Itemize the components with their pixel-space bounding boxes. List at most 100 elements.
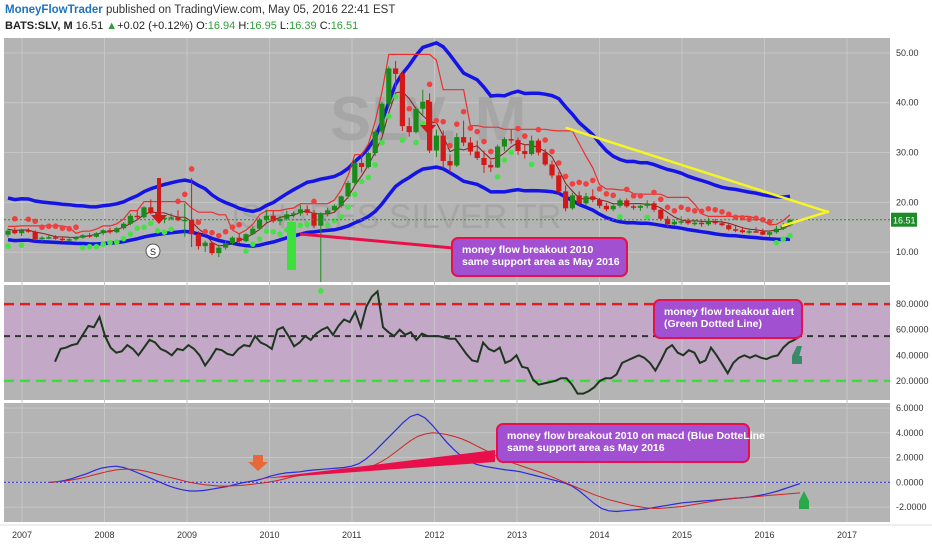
candle-body	[488, 164, 494, 168]
x-tick-label: 2015	[672, 530, 692, 540]
candle-body	[365, 153, 371, 167]
candle-body	[549, 164, 555, 176]
sar-dot	[365, 174, 372, 181]
candle-body	[223, 243, 229, 248]
sar-dot	[120, 235, 127, 242]
author-link[interactable]: MoneyFlowTrader	[5, 4, 103, 16]
candle-body	[733, 229, 739, 231]
candle-body	[631, 206, 637, 208]
sar-dot	[311, 198, 317, 205]
candle-body	[59, 238, 65, 241]
sar-dot	[603, 191, 610, 197]
candle-body	[705, 221, 711, 225]
sar-dot	[161, 229, 168, 236]
sar-dot	[270, 228, 277, 235]
candle-body	[209, 242, 215, 254]
candle-body	[121, 223, 127, 229]
sar-dot	[494, 174, 501, 180]
candle-body	[712, 221, 718, 224]
sar-dot	[324, 222, 331, 229]
sar-dot	[651, 189, 657, 196]
sar-dot	[352, 191, 358, 198]
sar-dot	[331, 217, 338, 224]
candle-body	[331, 205, 337, 211]
candle-body	[257, 219, 263, 229]
sar-dot	[222, 228, 229, 235]
macd-note-pointer	[258, 450, 495, 479]
chart-header: MoneyFlowTrader published on TradingView…	[0, 0, 932, 36]
candle-body	[12, 230, 18, 234]
x-tick-label: 2008	[95, 530, 115, 540]
sar-dot	[569, 181, 576, 187]
candle-body	[719, 223, 725, 226]
sar-dot	[488, 148, 494, 155]
candle-body	[66, 239, 72, 241]
candle-body	[420, 101, 426, 109]
sar-dot	[154, 227, 161, 234]
candle-body	[535, 140, 541, 153]
macd-note-text: money flow breakout 2010 on macd (Blue D…	[507, 430, 765, 442]
last-price: 16.51	[75, 20, 104, 32]
high-value: 16.95	[249, 20, 277, 32]
sar-dot	[624, 186, 630, 193]
sar-dot	[39, 224, 45, 231]
candle-body	[644, 203, 650, 206]
candle-body	[359, 162, 365, 167]
candle-body	[413, 108, 419, 133]
candle-body	[25, 230, 31, 232]
money-flow-line	[54, 289, 801, 395]
candle-body	[597, 199, 603, 206]
flow-tick-label: 80.0000	[896, 299, 929, 309]
candle-body	[352, 162, 358, 183]
sar-dot	[18, 242, 25, 248]
candle-body	[46, 237, 52, 239]
candle-body	[773, 228, 779, 233]
candle-body	[229, 237, 235, 244]
candle-body	[406, 126, 412, 133]
sar-dot	[562, 173, 569, 180]
price-tick-label: 50.00	[896, 48, 919, 58]
sar-dot	[692, 207, 698, 214]
candle-body	[386, 68, 392, 104]
candle-body	[508, 139, 514, 141]
candle-body	[563, 191, 569, 209]
candle-body	[739, 230, 745, 233]
down-arrow-icon	[248, 455, 268, 471]
candle-body	[216, 247, 222, 254]
sar-dot	[80, 244, 86, 251]
sar-dot	[399, 137, 406, 143]
candle-body	[610, 205, 616, 210]
sar-dot	[229, 224, 236, 231]
candle-body	[454, 137, 460, 166]
sar-dot	[664, 204, 671, 211]
candle-body	[325, 210, 331, 214]
sar-dot	[127, 231, 134, 237]
sar-dot	[501, 157, 508, 163]
candle-body	[495, 146, 501, 168]
up-arrow-icon	[792, 346, 802, 364]
sar-dot	[542, 137, 548, 143]
flow-tick-label: 20.0000	[896, 376, 929, 386]
price-tick-label: 40.00	[896, 98, 919, 108]
candle-body	[603, 205, 609, 210]
candle-body	[141, 207, 147, 218]
sar-dot	[318, 288, 324, 294]
sar-dot	[379, 139, 385, 146]
candle-body	[542, 152, 548, 165]
candle-body	[467, 142, 473, 152]
price-note-text: same support area as May 2016	[462, 256, 620, 268]
publish-line: MoneyFlowTrader published on TradingView…	[5, 4, 395, 16]
low-value: 16.39	[289, 20, 317, 32]
candle-body	[576, 195, 582, 204]
sar-dot	[277, 231, 283, 237]
sar-dot	[454, 121, 460, 127]
candle-body	[291, 213, 297, 215]
macd-tick-label: 4.0000	[896, 428, 924, 438]
sar-dot	[107, 239, 113, 246]
sar-dot	[753, 215, 759, 222]
candle-body	[243, 234, 249, 242]
candle-body	[658, 209, 664, 219]
candle-body	[39, 237, 45, 240]
sar-dot	[522, 133, 528, 139]
